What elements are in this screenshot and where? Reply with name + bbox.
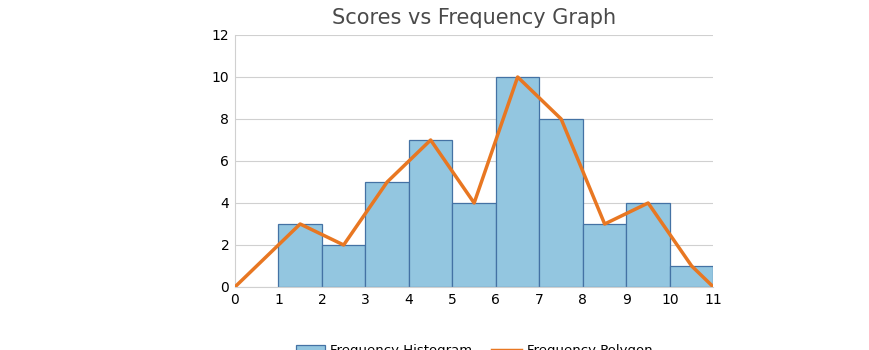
Bar — [495, 77, 539, 287]
Bar — [322, 245, 365, 287]
Bar — [539, 119, 582, 287]
Bar — [408, 140, 452, 287]
Title: Scores vs Frequency Graph: Scores vs Frequency Graph — [332, 8, 615, 28]
Bar — [626, 203, 669, 287]
Bar — [278, 224, 322, 287]
Bar — [582, 224, 626, 287]
Bar — [365, 182, 408, 287]
Legend: Frequency Histogram, Frequency Polygon: Frequency Histogram, Frequency Polygon — [290, 339, 657, 350]
Bar — [669, 266, 713, 287]
Bar — [452, 203, 495, 287]
